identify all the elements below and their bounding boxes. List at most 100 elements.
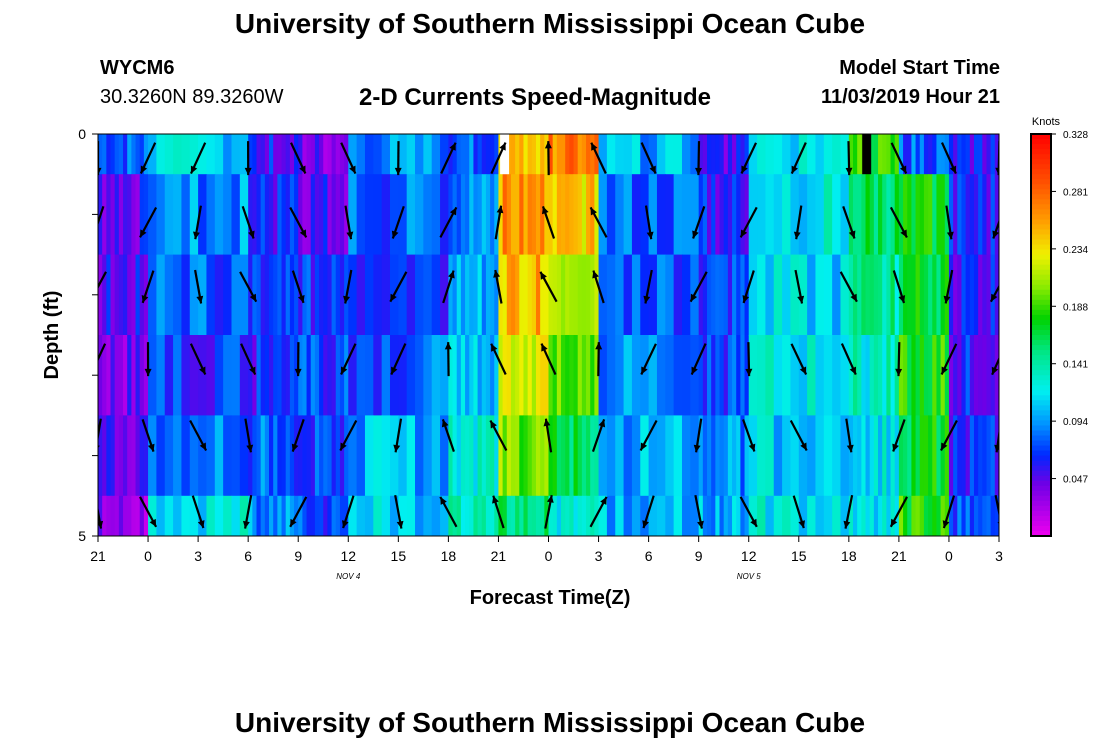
heatmap-cell <box>127 495 132 536</box>
heatmap-cell <box>485 415 491 497</box>
colorbar-swatch <box>1031 460 1051 467</box>
heatmap-cell <box>928 134 933 175</box>
heatmap-cell <box>106 415 112 497</box>
heatmap-cell <box>873 174 879 256</box>
current-direction-arrowhead <box>697 520 704 529</box>
heatmap-cell <box>465 254 470 336</box>
heatmap-cell <box>302 134 308 175</box>
colorbar-swatch <box>1031 249 1051 256</box>
heatmap-cell <box>711 174 716 256</box>
heatmap-cell <box>485 254 491 336</box>
heatmap-cell <box>969 335 975 416</box>
heatmap-cell <box>719 174 725 256</box>
heatmap-cell <box>869 495 875 536</box>
heatmap-cell <box>256 495 262 536</box>
heatmap-cell <box>302 254 308 336</box>
heatmap-cell <box>135 134 141 175</box>
heatmap-cell <box>189 495 199 536</box>
heatmap-cell <box>807 495 817 536</box>
colorbar-swatch <box>1031 254 1051 261</box>
heatmap-cell <box>448 174 454 256</box>
colorbar-swatch <box>1031 475 1051 482</box>
current-direction-arrowhead <box>748 443 756 452</box>
heatmap-cell <box>953 174 958 256</box>
heatmap-cell <box>648 415 658 497</box>
heatmap-cell <box>878 335 883 416</box>
heatmap-cell <box>973 174 979 256</box>
heatmap-cell <box>494 495 500 536</box>
heatmap-cell <box>744 335 750 416</box>
heatmap-cell <box>857 254 862 336</box>
heatmap-cell <box>773 254 783 336</box>
heatmap-cell <box>127 335 132 416</box>
colorbar-swatch <box>1031 304 1051 311</box>
colorbar-swatch <box>1031 530 1051 537</box>
heatmap-cell <box>356 174 366 256</box>
heatmap-cell <box>965 174 971 256</box>
heatmap-cell <box>744 415 750 497</box>
current-direction-arrowhead <box>440 496 447 505</box>
heatmap-cell <box>264 495 270 536</box>
colorbar-tick-label: 0.188 <box>1063 302 1088 313</box>
heatmap-cell <box>490 415 495 497</box>
colorbar-tick-label: 0.328 <box>1063 130 1088 141</box>
heatmap-cell <box>978 174 983 256</box>
heatmap-cell <box>485 335 491 416</box>
heatmap-cell <box>156 174 166 256</box>
heatmap-cell <box>656 254 666 336</box>
heatmap-cell <box>865 495 871 536</box>
heatmap-cell <box>702 174 708 256</box>
heatmap-cell <box>673 415 683 497</box>
heatmap-cell <box>540 134 545 175</box>
heatmap-cell <box>894 415 900 497</box>
heatmap-cell <box>923 174 929 256</box>
x-tick-label: 3 <box>995 548 1003 564</box>
heatmap-cell <box>569 335 575 416</box>
heatmap-cell <box>727 335 733 416</box>
heatmap-cell <box>823 415 833 497</box>
heatmap-cell <box>853 495 858 536</box>
heatmap-cell <box>565 415 570 497</box>
heatmap-cell <box>961 415 967 497</box>
heatmap-cell <box>260 415 266 497</box>
heatmap-cell <box>531 174 537 256</box>
colorbar-swatch <box>1031 154 1051 160</box>
heatmap-cell <box>139 254 145 336</box>
current-direction-arrowhead <box>642 520 649 529</box>
heatmap-cell <box>398 495 408 536</box>
heatmap-cell <box>344 335 349 416</box>
heatmap-cell <box>898 335 904 416</box>
heatmap-cell <box>936 174 942 256</box>
heatmap-cell <box>273 254 278 336</box>
heatmap-cell <box>861 254 867 336</box>
heatmap-cell <box>598 174 608 256</box>
current-direction-arrowhead <box>793 231 801 240</box>
heatmap-cell <box>277 415 283 497</box>
heatmap-cell <box>373 134 383 175</box>
heatmap-cell <box>189 134 199 175</box>
heatmap-cell <box>98 335 103 416</box>
heatmap-cell <box>381 174 391 256</box>
heatmap-cell <box>110 415 116 497</box>
heatmap-cell <box>106 495 112 536</box>
current-direction-arrowhead <box>591 142 598 151</box>
heatmap-cell <box>807 415 817 497</box>
heatmap-cell <box>903 495 908 536</box>
heatmap-cell <box>102 134 107 175</box>
current-direction-arrowhead <box>299 229 307 238</box>
heatmap-cell <box>898 134 904 175</box>
heatmap-cell <box>911 134 917 175</box>
heatmap-cell <box>719 254 725 336</box>
heatmap-cell <box>711 254 716 336</box>
colorbar-swatch <box>1031 470 1051 477</box>
heatmap-cell <box>631 134 641 175</box>
current-direction-arrowhead <box>942 520 950 529</box>
heatmap-cell <box>285 415 291 497</box>
current-direction-arrowhead <box>695 167 702 176</box>
colorbar-swatch <box>1031 214 1051 221</box>
current-direction-arrowhead <box>343 295 350 304</box>
heatmap-cell <box>590 254 595 336</box>
heatmap-cell <box>527 134 533 175</box>
heatmap-cell <box>440 134 449 175</box>
heatmap-cell <box>285 495 291 536</box>
